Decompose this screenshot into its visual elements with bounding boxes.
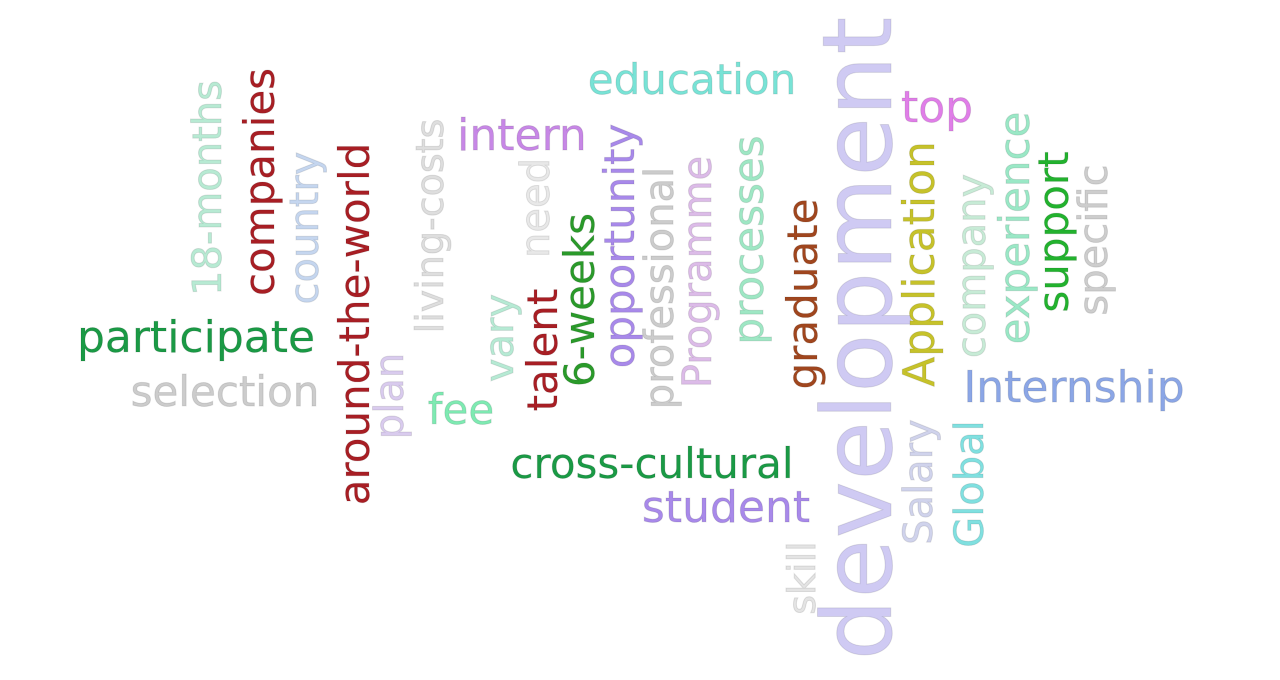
word-graduate: graduate [778, 198, 828, 390]
word-around-the-world: around-the-world [330, 142, 380, 506]
word-plan: plan [367, 352, 414, 440]
word-internship: Internship [963, 362, 1185, 413]
word-salary: Salary [896, 419, 943, 546]
word-support: support [1029, 151, 1079, 313]
word-vary: vary [477, 293, 524, 383]
word-fee: fee [427, 385, 495, 434]
word-country: country [282, 151, 329, 305]
word-education: education [587, 55, 797, 104]
word-18-months: 18-months [185, 80, 232, 297]
word-companies: companies [235, 67, 285, 297]
word-participate: participate [76, 312, 316, 363]
word-professional: professional [637, 166, 684, 410]
word-intern: intern [457, 110, 588, 161]
word-specific: specific [1071, 164, 1118, 316]
word-selection: selection [130, 367, 320, 416]
word-living-costs: living-costs [408, 118, 453, 334]
word-processes: processes [724, 135, 774, 345]
word-cross-cultural: cross-cultural [510, 439, 794, 488]
word-global: Global [947, 420, 994, 549]
word-company: company [949, 173, 996, 359]
word-application: Application [894, 141, 946, 388]
word-skill: skill [780, 541, 825, 615]
word-top: top [900, 82, 974, 133]
word-programme: Programme [675, 155, 722, 389]
word-opportunity: opportunity [595, 123, 645, 369]
word-student: student [641, 482, 811, 533]
word-need: need [513, 158, 560, 259]
